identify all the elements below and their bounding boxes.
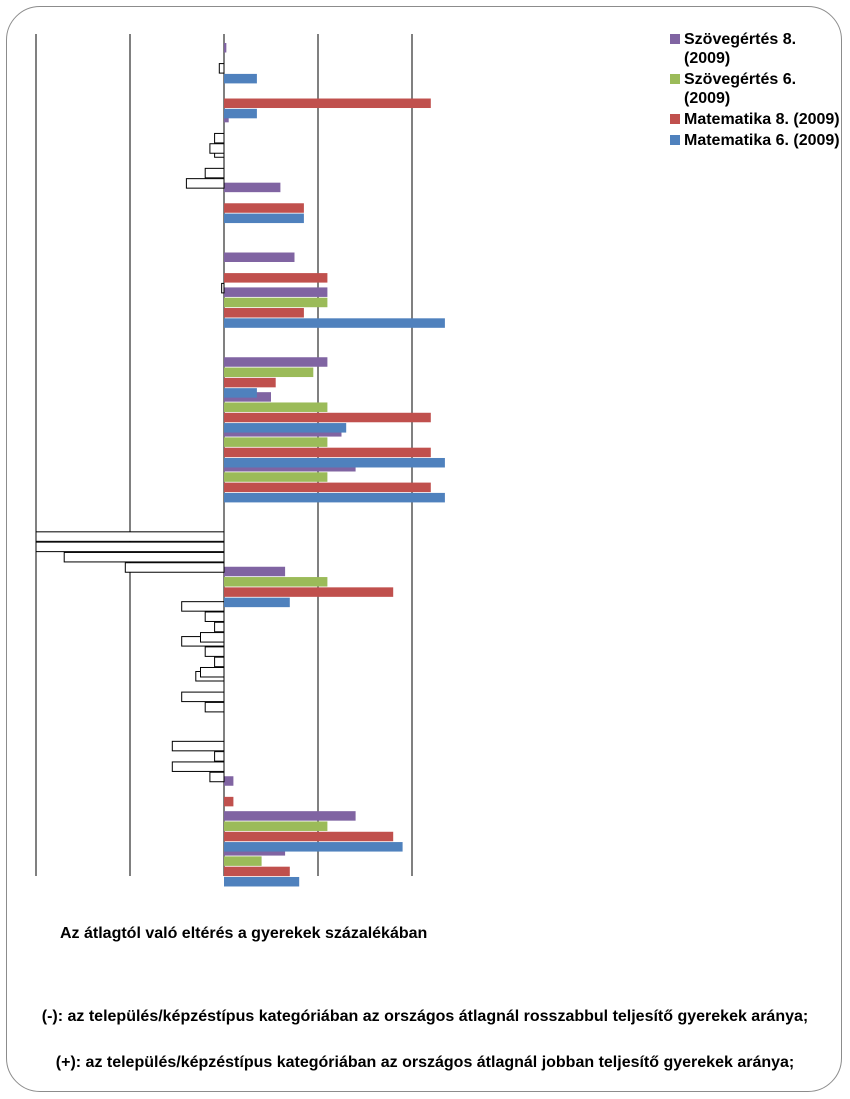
bar-matematika-8-2009--9 xyxy=(224,377,276,388)
bar-matematika-6-2009--17 xyxy=(200,666,225,678)
bar-sz-veg-rt-s-6-2009--10 xyxy=(224,402,328,412)
bar-sz-veg-rt-s-8-2009--4 xyxy=(224,182,281,193)
bar-matematika-6-2009--10 xyxy=(224,423,347,433)
bar-sz-veg-rt-s-6-2009--9 xyxy=(224,367,314,378)
bar-matematika-6-2009--18 xyxy=(204,701,225,713)
bar-matematika-6-2009--0 xyxy=(224,73,257,84)
legend-label: Matematika 6. (2009) xyxy=(684,132,840,149)
legend-item-szovegertes-6: Szövegértés 6. (2009) xyxy=(670,70,840,108)
bar-sz-veg-rt-s-6-2009--15 xyxy=(224,577,328,587)
bar-sz-veg-rt-s-6-2009--16 xyxy=(204,611,225,622)
bar-sz-veg-rt-s-8-2009--9 xyxy=(224,357,328,367)
bar-matematika-8-2009--22 xyxy=(224,831,394,842)
legend-swatch xyxy=(670,34,680,44)
bar-sz-veg-rt-s-8-2009--22 xyxy=(224,811,356,821)
note-minus: (-): az település/képzéstípus kategóriáb… xyxy=(41,1008,809,1025)
bar-matematika-8-2009--7 xyxy=(224,308,304,318)
bar-sz-veg-rt-s-8-2009--16 xyxy=(181,601,225,612)
bar-matematika-8-2009--18 xyxy=(181,691,225,703)
bar-sz-veg-rt-s-8-2009--14 xyxy=(35,531,225,542)
bar-matematika-6-2009--14 xyxy=(124,562,225,573)
bar-matematika-8-2009--15 xyxy=(224,587,394,597)
bar-matematika-8-2009--14 xyxy=(63,551,225,563)
bar-sz-veg-rt-s-6-2009--20 xyxy=(214,751,225,762)
bar-sz-veg-rt-s-6-2009--7 xyxy=(224,297,328,308)
bar-matematika-8-2009--11 xyxy=(224,447,431,458)
legend-swatch xyxy=(670,135,680,145)
bar-matematika-6-2009--22 xyxy=(224,842,403,852)
bar-matematika-6-2009--7 xyxy=(224,318,445,328)
bar-sz-veg-rt-s-8-2009--21 xyxy=(224,776,234,786)
bar-matematika-6-2009--1 xyxy=(224,108,257,119)
chart-subtitle: Az átlagtól való eltérés a gyerekek száz… xyxy=(60,925,428,942)
bar-sz-veg-rt-s-6-2009--22 xyxy=(224,821,328,831)
bar-sz-veg-rt-s-8-2009--20 xyxy=(171,740,225,752)
bar-sz-veg-rt-s-6-2009--17 xyxy=(204,646,225,657)
legend-swatch xyxy=(670,74,680,84)
bar-matematika-8-2009--20 xyxy=(171,761,225,772)
bar-sz-veg-rt-s-8-2009--6 xyxy=(224,252,295,262)
bar-matematika-6-2009--6 xyxy=(221,282,225,294)
bar-matematika-6-2009--12 xyxy=(224,492,445,503)
bar-chart xyxy=(35,34,445,887)
legend-label: Szövegértés 6. (2009) xyxy=(684,71,797,107)
bar-matematika-8-2009--1 xyxy=(224,98,431,109)
bar-matematika-8-2009--17 xyxy=(214,656,225,668)
bar-matematika-6-2009--23 xyxy=(224,876,300,887)
legend-item-matematika-6: Matematika 6. (2009) xyxy=(670,131,840,150)
bar-matematika-6-2009--2 xyxy=(209,143,225,154)
bar-sz-veg-rt-s-6-2009--23 xyxy=(224,856,262,866)
legend-label: Szövegértés 8. (2009) xyxy=(684,31,797,67)
bar-sz-veg-rt-s-8-2009--0 xyxy=(224,43,227,53)
bar-matematika-6-2009--16 xyxy=(200,632,225,643)
bar-matematika-8-2009--0 xyxy=(218,63,225,74)
bar-sz-veg-rt-s-6-2009--14 xyxy=(35,541,225,553)
bar-matematika-8-2009--10 xyxy=(224,412,431,423)
bar-matematika-6-2009--11 xyxy=(224,457,445,468)
bar-matematika-8-2009--16 xyxy=(214,621,225,633)
bar-matematika-8-2009--21 xyxy=(224,796,234,807)
note-plus: (+): az település/képzéstípus kategóriáb… xyxy=(55,1054,795,1071)
bar-matematika-6-2009--9 xyxy=(224,388,257,398)
legend-label: Matematika 8. (2009) xyxy=(684,111,840,128)
legend: Szövegértés 8. (2009) Szövegértés 6. (20… xyxy=(670,30,840,152)
bar-sz-veg-rt-s-6-2009--12 xyxy=(224,472,328,482)
bar-sz-veg-rt-s-8-2009--7 xyxy=(224,287,328,297)
bar-matematika-6-2009--4 xyxy=(224,213,304,224)
legend-swatch xyxy=(670,114,680,124)
bar-matematika-8-2009--2 xyxy=(214,132,225,144)
bar-matematika-8-2009--12 xyxy=(224,482,431,493)
bar-matematika-8-2009--3 xyxy=(204,167,225,179)
bar-matematika-6-2009--20 xyxy=(209,771,225,783)
bar-matematika-6-2009--15 xyxy=(224,597,290,608)
bar-matematika-6-2009--3 xyxy=(185,178,225,189)
bar-sz-veg-rt-s-8-2009--15 xyxy=(224,566,286,577)
bar-matematika-8-2009--23 xyxy=(224,866,290,877)
bar-matematika-8-2009--6 xyxy=(224,273,328,283)
legend-item-matematika-8: Matematika 8. (2009) xyxy=(670,110,840,129)
legend-item-szovegertes-8: Szövegértés 8. (2009) xyxy=(670,30,840,68)
bar-sz-veg-rt-s-6-2009--11 xyxy=(224,437,328,447)
bar-matematika-8-2009--4 xyxy=(224,203,304,213)
